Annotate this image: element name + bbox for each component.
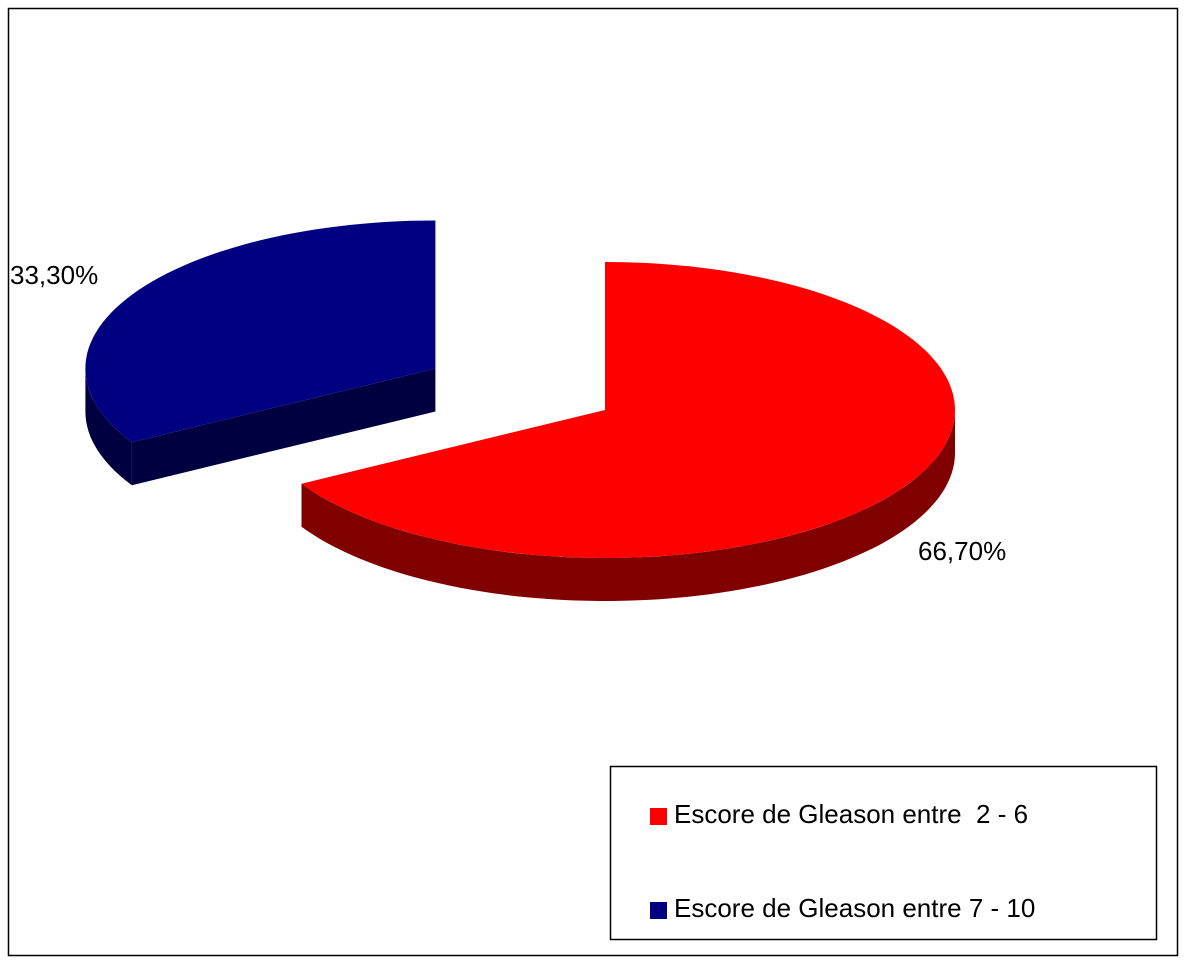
data-label: 66,70% [918, 536, 1006, 566]
slice-wall [301, 410, 955, 601]
legend-swatch [650, 808, 667, 825]
data-label: 33,30% [10, 260, 98, 290]
slice [301, 262, 955, 558]
legend-label: Escore de Gleason entre 2 - 6 [674, 799, 1028, 829]
legend-swatch [650, 902, 667, 919]
legend-box [609, 765, 1158, 941]
slice-side [131, 368, 436, 486]
slice [85, 220, 436, 443]
legend-label: Escore de Gleason entre 7 - 10 [674, 893, 1035, 923]
slice-wall [85, 368, 132, 486]
